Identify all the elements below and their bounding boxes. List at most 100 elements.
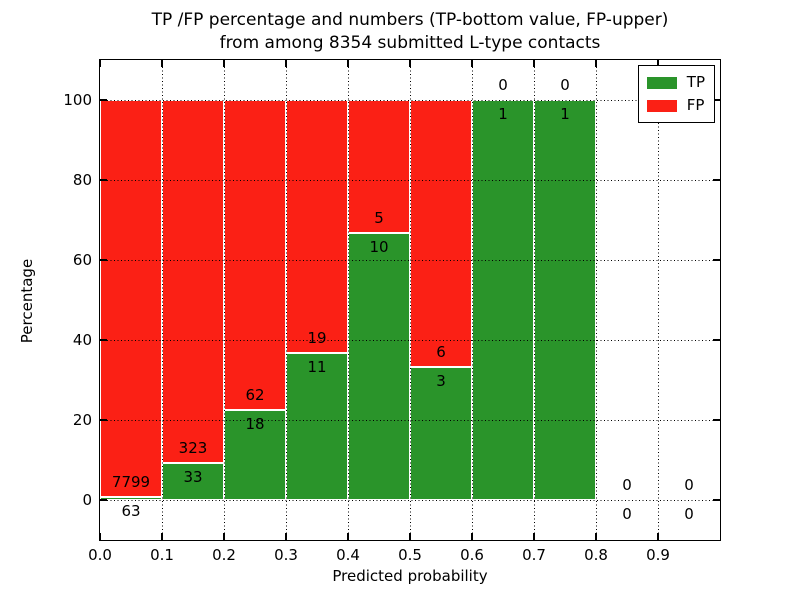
tp-bar-segment (348, 233, 410, 500)
grid-layer (100, 60, 720, 540)
y-tick-mark (100, 259, 107, 261)
tp-count-label: 63 (121, 501, 141, 520)
x-gridline (595, 60, 597, 540)
x-tick-label: 0.8 (584, 546, 608, 564)
tp-bar-segment (286, 353, 348, 500)
x-gridline (657, 60, 659, 540)
y-gridline (100, 419, 720, 421)
x-tick-mark-top (533, 60, 535, 67)
x-tick-label: 0.0 (88, 546, 112, 564)
y-tick-mark-right (713, 339, 720, 341)
x-gridline (533, 60, 535, 540)
fp-count-label: 0 (498, 76, 508, 94)
legend-label-tp: TP (686, 73, 705, 91)
tp-bar-segment (162, 462, 224, 500)
fp-count-label: 0 (684, 476, 694, 494)
x-gridline (161, 60, 163, 540)
fp-count-label: 62 (245, 386, 265, 404)
x-tick-mark (657, 533, 659, 540)
x-gridline (347, 60, 349, 540)
fp-bar-segment (162, 100, 224, 463)
tp-count-label: 1 (498, 105, 508, 123)
x-tick-mark-top (409, 60, 411, 67)
chart-title: TP /FP percentage and numbers (TP-bottom… (100, 9, 720, 55)
x-tick-label: 0.5 (398, 546, 422, 564)
tp-count-label: 18 (245, 415, 265, 433)
x-tick-mark (223, 533, 225, 540)
x-gridline (223, 60, 225, 540)
x-tick-label: 0.1 (150, 546, 174, 564)
x-tick-mark-top (347, 60, 349, 67)
fp-bar-segment (286, 100, 348, 354)
x-tick-mark-top (471, 60, 473, 67)
fp-count-label: 7799 (111, 472, 151, 491)
x-tick-mark-top (595, 60, 597, 67)
plot-area: 7799 63 323 33 62 18 19 11 5 10 6 3 0 1 0 1 0 0 0 0 TP FP (99, 59, 721, 541)
tp-count-label: 3 (436, 371, 446, 390)
y-tick-label: 60 (72, 251, 92, 269)
x-axis-label: Predicted probability (332, 567, 488, 585)
y-tick-mark (100, 179, 107, 181)
y-tick-label: 80 (72, 171, 92, 189)
y-tick-label: 40 (72, 331, 92, 349)
x-gridline (409, 60, 411, 540)
y-gridline (100, 99, 720, 101)
x-tick-label: 0.3 (274, 546, 298, 564)
x-tick-label: 0.2 (212, 546, 236, 564)
tp-color-swatch (646, 76, 677, 89)
x-tick-mark (161, 533, 163, 540)
x-tick-label: 0.6 (460, 546, 484, 564)
legend-item-tp: TP (646, 71, 705, 94)
x-tick-mark-top (161, 60, 163, 67)
x-tick-mark (533, 533, 535, 540)
y-tick-mark (100, 499, 107, 501)
x-tick-mark-top (285, 60, 287, 67)
x-tick-mark (409, 533, 411, 540)
fp-count-label: 0 (622, 476, 632, 494)
x-tick-mark (99, 533, 101, 540)
fp-count-label: 19 (307, 329, 327, 348)
tp-count-label: 10 (369, 238, 389, 257)
y-tick-mark-right (713, 259, 720, 261)
bar-label-layer: 7799 63 323 33 62 18 19 11 5 10 6 3 0 1 0 1 0 0 0 0 (100, 60, 720, 540)
x-tick-mark (285, 533, 287, 540)
x-tick-label: 0.9 (646, 546, 670, 564)
y-tick-mark (100, 419, 107, 421)
x-gridline (471, 60, 473, 540)
tp-bar-segment (410, 366, 472, 500)
y-tick-mark-right (713, 419, 720, 421)
x-gridline (285, 60, 287, 540)
fp-count-label: 0 (560, 76, 570, 94)
fp-bar-segment (100, 100, 162, 497)
y-tick-mark (100, 99, 107, 101)
fp-color-swatch (646, 99, 677, 112)
fp-count-label: 6 (436, 342, 446, 361)
tp-count-label: 11 (307, 358, 327, 377)
y-tick-mark-right (713, 99, 720, 101)
tp-count-label: 33 (183, 467, 203, 486)
y-gridline (100, 499, 720, 501)
chart-title-line2: from among 8354 submitted L-type contact… (219, 33, 601, 53)
x-tick-mark (471, 533, 473, 540)
bar-layer (100, 60, 720, 540)
x-tick-mark (595, 533, 597, 540)
y-tick-label: 20 (72, 411, 92, 429)
tp-count-label: 0 (684, 505, 694, 523)
x-tick-label: 0.4 (336, 546, 360, 564)
y-gridline (100, 179, 720, 181)
x-tick-mark (347, 533, 349, 540)
y-tick-label: 0 (82, 491, 92, 509)
chart-title-line1: TP /FP percentage and numbers (TP-bottom… (151, 10, 669, 30)
fp-bar-segment (224, 100, 286, 410)
y-gridline (100, 339, 720, 341)
y-gridline (100, 259, 720, 261)
y-tick-mark-right (713, 499, 720, 501)
x-tick-mark-top (223, 60, 225, 67)
x-tick-mark-top (99, 60, 101, 67)
tp-bar-segment (534, 100, 596, 500)
tp-count-label: 0 (622, 505, 632, 523)
fp-bar-segment (410, 100, 472, 367)
y-axis-label: Percentage (18, 258, 36, 344)
legend-label-fp: FP (686, 96, 705, 114)
